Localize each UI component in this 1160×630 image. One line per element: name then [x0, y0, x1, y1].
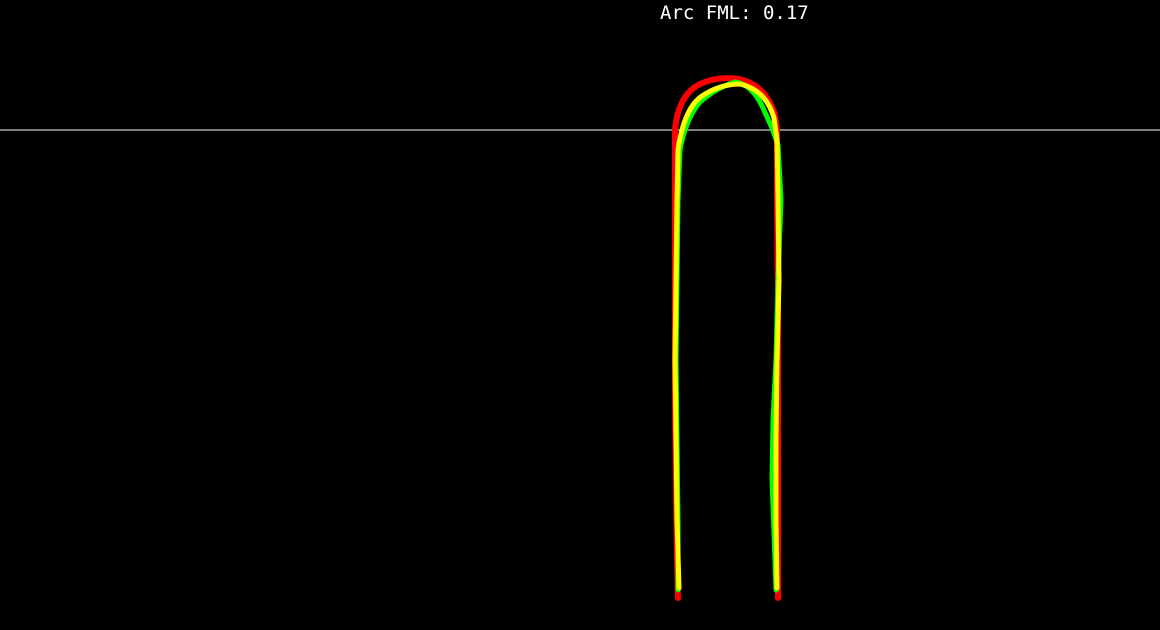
arc-fml-label: Arc FML: 0.17 [660, 2, 809, 24]
contour-green [673, 79, 784, 593]
contour-yellow [672, 81, 782, 591]
contour-red [672, 75, 781, 601]
